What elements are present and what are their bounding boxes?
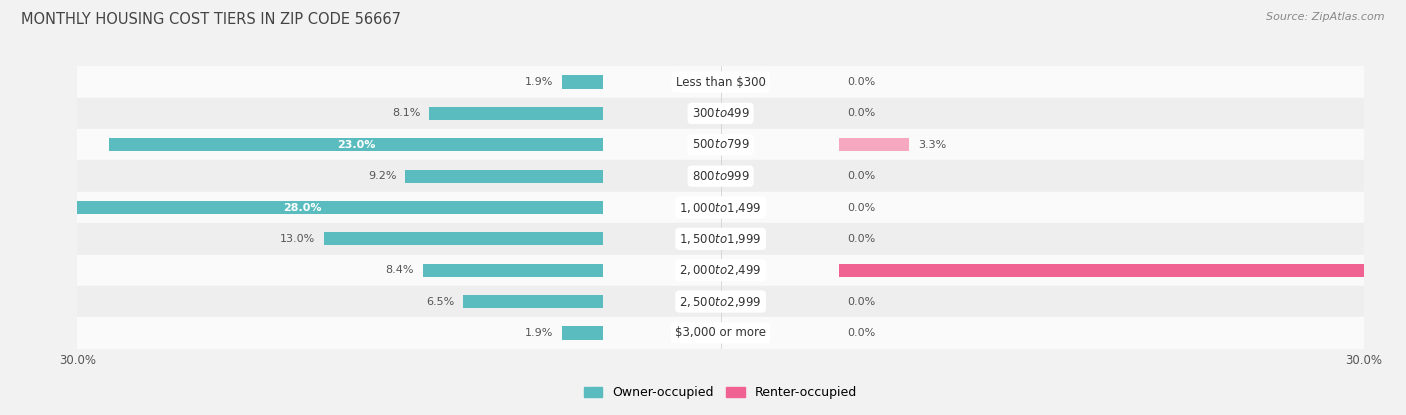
Text: $2,500 to $2,999: $2,500 to $2,999 — [679, 295, 762, 309]
Bar — [838, 138, 910, 151]
Text: 0.0%: 0.0% — [846, 171, 876, 181]
Text: 6.5%: 6.5% — [426, 297, 454, 307]
Text: $300 to $499: $300 to $499 — [692, 107, 749, 120]
Bar — [77, 66, 1364, 98]
Text: 1.9%: 1.9% — [524, 328, 554, 338]
Text: $1,000 to $1,499: $1,000 to $1,499 — [679, 200, 762, 215]
Text: 9.2%: 9.2% — [368, 171, 396, 181]
Bar — [77, 192, 1364, 223]
Text: 0.0%: 0.0% — [846, 77, 876, 87]
Text: 0.0%: 0.0% — [846, 234, 876, 244]
Bar — [3, 201, 603, 214]
Bar — [77, 129, 1364, 161]
Text: $500 to $799: $500 to $799 — [692, 138, 749, 151]
Bar — [323, 232, 603, 245]
Text: $800 to $999: $800 to $999 — [692, 170, 749, 183]
Bar — [423, 264, 603, 277]
Text: 0.0%: 0.0% — [846, 203, 876, 212]
Text: 23.0%: 23.0% — [337, 140, 375, 150]
Bar — [562, 326, 603, 339]
Bar — [77, 161, 1364, 192]
Text: 28.0%: 28.0% — [283, 203, 322, 212]
Text: 3.3%: 3.3% — [918, 140, 946, 150]
Bar — [77, 317, 1364, 349]
Text: $3,000 or more: $3,000 or more — [675, 327, 766, 339]
Bar — [405, 170, 603, 183]
Legend: Owner-occupied, Renter-occupied: Owner-occupied, Renter-occupied — [579, 381, 862, 405]
Text: MONTHLY HOUSING COST TIERS IN ZIP CODE 56667: MONTHLY HOUSING COST TIERS IN ZIP CODE 5… — [21, 12, 401, 27]
Text: 1.9%: 1.9% — [524, 77, 554, 87]
Bar — [77, 98, 1364, 129]
Bar — [77, 254, 1364, 286]
Bar — [77, 223, 1364, 254]
Text: 0.0%: 0.0% — [846, 108, 876, 118]
Text: $2,000 to $2,499: $2,000 to $2,499 — [679, 263, 762, 277]
Bar — [464, 295, 603, 308]
Text: 0.0%: 0.0% — [846, 328, 876, 338]
Text: 0.0%: 0.0% — [846, 297, 876, 307]
Bar — [429, 107, 603, 120]
Text: 8.4%: 8.4% — [385, 265, 413, 275]
Bar — [77, 286, 1364, 317]
Text: Less than $300: Less than $300 — [676, 76, 765, 88]
Text: 13.0%: 13.0% — [280, 234, 315, 244]
Bar — [838, 264, 1406, 277]
Bar — [562, 76, 603, 89]
Bar — [110, 138, 603, 151]
Text: 8.1%: 8.1% — [392, 108, 420, 118]
Text: $1,500 to $1,999: $1,500 to $1,999 — [679, 232, 762, 246]
Text: Source: ZipAtlas.com: Source: ZipAtlas.com — [1267, 12, 1385, 22]
